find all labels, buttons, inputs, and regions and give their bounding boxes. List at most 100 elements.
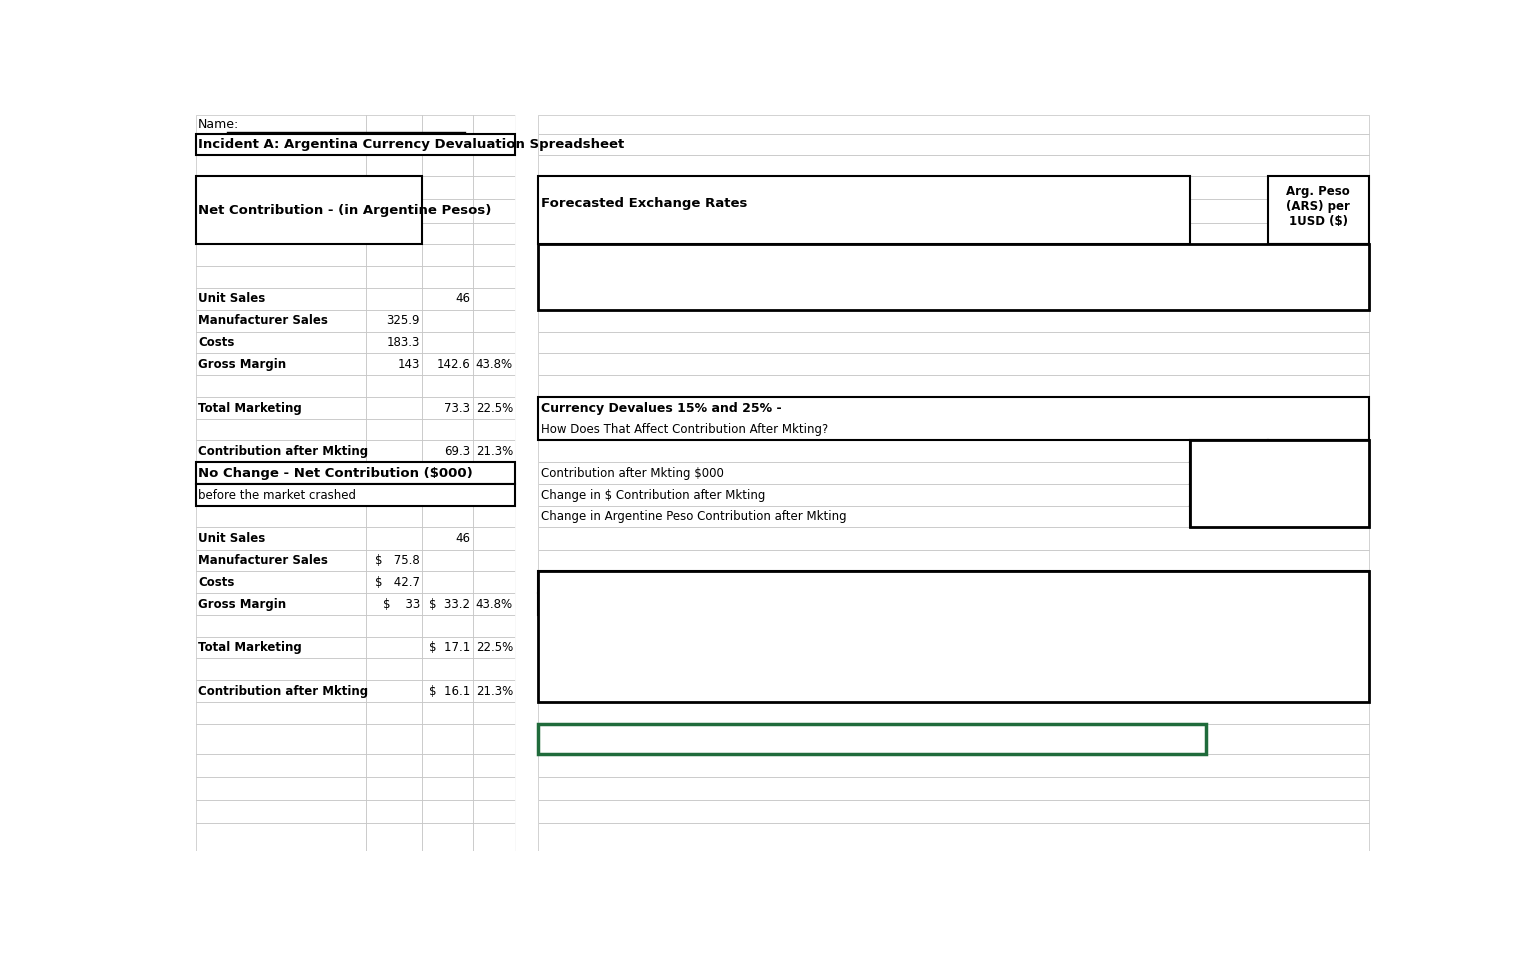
Bar	[366, 354, 422, 375]
Bar	[1268, 441, 1369, 462]
Text: Costs: Costs	[198, 576, 235, 589]
Bar	[197, 823, 366, 851]
Bar	[422, 200, 472, 223]
Bar	[1268, 288, 1369, 310]
Bar	[472, 462, 515, 485]
Text: Total Marketing: Total Marketing	[198, 641, 302, 654]
Text: 142.6: 142.6	[436, 358, 471, 371]
Text: Additional Sales Revenue Needed to Maintain Contribution: Additional Sales Revenue Needed to Maint…	[541, 576, 954, 589]
Bar	[197, 550, 366, 572]
Bar	[538, 266, 1369, 288]
Bar	[366, 680, 422, 703]
Bar	[197, 310, 366, 332]
Bar	[1268, 680, 1369, 703]
Text: How Does That Affect Contribution After Mkting?: How Does That Affect Contribution After …	[541, 424, 828, 436]
Bar	[422, 441, 472, 462]
Bar	[515, 155, 538, 176]
Bar	[538, 375, 1369, 398]
Bar	[538, 398, 1369, 441]
Bar	[366, 310, 422, 332]
Bar	[1190, 485, 1268, 506]
Bar	[366, 593, 422, 616]
Text: 25.00%: 25.00%	[1219, 293, 1263, 305]
Bar	[197, 637, 366, 659]
Text: Manufacturer Sales: Manufacturer Sales	[198, 315, 328, 327]
Bar	[472, 506, 515, 528]
Bar	[538, 572, 1369, 593]
Text: 43.8%: 43.8%	[475, 598, 514, 611]
Bar	[538, 354, 1369, 375]
Bar	[366, 332, 422, 354]
Text: Costs: Costs	[198, 337, 235, 349]
Bar	[472, 680, 515, 703]
Text: 5.7299: 5.7299	[1323, 293, 1364, 305]
Bar	[197, 332, 366, 354]
Bar	[515, 223, 538, 244]
Bar	[197, 176, 422, 244]
Bar	[366, 485, 422, 506]
Bar	[1268, 462, 1369, 485]
Text: 5.0558: 5.0558	[1324, 271, 1364, 283]
Bar	[422, 550, 472, 572]
Bar	[515, 398, 538, 419]
Bar	[538, 176, 1190, 244]
Text: 46: 46	[456, 532, 471, 545]
Bar	[472, 375, 515, 398]
Text: No Change - Net Contribution ($000): No Change - Net Contribution ($000)	[198, 467, 472, 480]
Bar	[515, 419, 538, 441]
Bar	[197, 441, 366, 462]
Bar	[515, 244, 538, 266]
Bar	[422, 777, 472, 800]
Bar	[538, 616, 1369, 637]
Bar	[366, 134, 422, 155]
Bar	[538, 724, 1205, 754]
Bar	[1190, 288, 1268, 310]
Bar	[515, 266, 538, 288]
Bar	[197, 155, 366, 176]
Bar	[538, 637, 1369, 659]
Text: Net Contribution - (in Argentine Pesos): Net Contribution - (in Argentine Pesos)	[198, 204, 492, 217]
Bar	[472, 134, 515, 155]
Bar	[538, 200, 1369, 223]
Text: Gross Margin: Gross Margin	[198, 358, 287, 371]
Bar	[366, 506, 422, 528]
Bar	[538, 724, 1369, 754]
Text: Currency Depreciates: Currency Depreciates	[1058, 271, 1186, 283]
Bar	[538, 593, 1369, 616]
Bar	[538, 800, 1369, 823]
Text: $   75.8: $ 75.8	[375, 554, 421, 567]
Text: Arg. Peso
(ARS) per
1USD ($): Arg. Peso (ARS) per 1USD ($)	[1286, 185, 1350, 228]
Bar	[197, 506, 366, 528]
Bar	[515, 288, 538, 310]
Bar	[422, 115, 472, 134]
Bar	[538, 485, 1369, 506]
Bar	[422, 244, 472, 266]
Bar	[197, 244, 366, 266]
Bar	[197, 223, 366, 244]
Bar	[472, 754, 515, 777]
Bar	[515, 115, 538, 134]
Bar	[515, 754, 538, 777]
Text: (4.0): (4.0)	[1337, 489, 1364, 502]
Bar	[515, 550, 538, 572]
Bar	[472, 800, 515, 823]
Bar	[366, 441, 422, 462]
Bar	[538, 176, 1369, 200]
Text: before the market crashed: before the market crashed	[198, 489, 357, 502]
Bar	[197, 354, 366, 375]
Bar	[197, 485, 515, 506]
Bar	[366, 398, 422, 419]
Text: 325.9: 325.9	[387, 315, 421, 327]
Bar	[538, 332, 1369, 354]
Bar	[197, 462, 515, 485]
Bar	[538, 572, 1369, 593]
Bar	[472, 572, 515, 593]
Text: Total Marketing: Total Marketing	[198, 402, 302, 415]
Text: Change in Argentine Peso Contribution after Mkting: Change in Argentine Peso Contribution af…	[541, 511, 846, 523]
Bar	[422, 593, 472, 616]
Bar	[1190, 266, 1268, 288]
Bar	[1190, 462, 1268, 485]
Bar	[472, 155, 515, 176]
Bar	[422, 485, 472, 506]
Bar	[1268, 244, 1369, 266]
